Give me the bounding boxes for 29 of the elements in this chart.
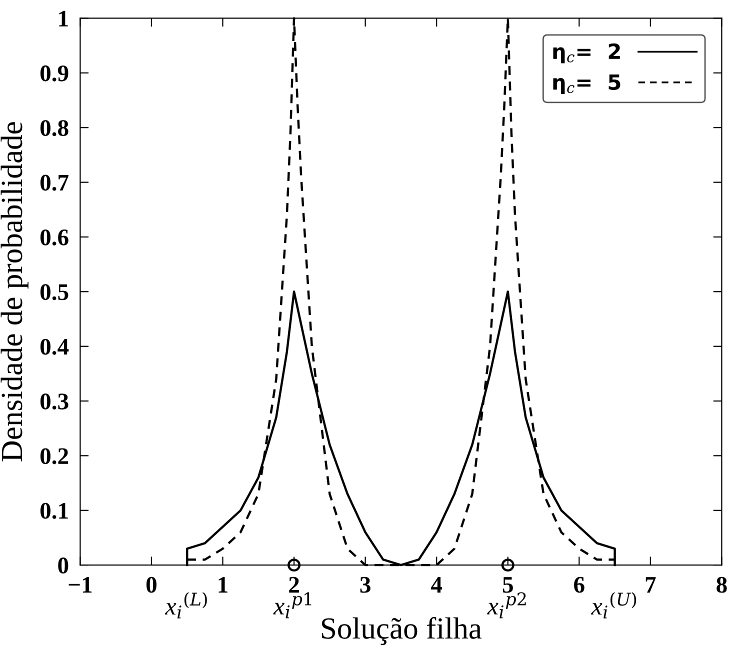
x-tick-label: 3 bbox=[360, 576, 370, 593]
x-tick-label: 0 bbox=[146, 576, 156, 593]
x-tick-label: 5 bbox=[502, 577, 513, 593]
annotation: x$_{i}$$^{(L)}$ bbox=[164, 592, 207, 618]
x-tick-label: −1 bbox=[68, 576, 92, 593]
y-tick-label: 0.6 bbox=[40, 229, 68, 246]
y-tick-label: 0.2 bbox=[40, 448, 68, 464]
y-tick-label: 0.4 bbox=[40, 338, 69, 355]
x-tick-label: 2 bbox=[289, 576, 299, 593]
legend-label: η$_{c}$= 2 bbox=[553, 43, 620, 64]
y-tick-label: 0.1 bbox=[40, 502, 68, 519]
x-tick-label: 8 bbox=[716, 576, 727, 593]
y-tick-label: 0.3 bbox=[40, 394, 68, 410]
y-tick-label: 0.7 bbox=[40, 174, 69, 191]
annotation: x$_{i}$$^{p1}$ bbox=[273, 592, 312, 618]
y-tick-label: 0.8 bbox=[40, 120, 68, 136]
x-tick-label: 6 bbox=[574, 576, 584, 593]
y-tick-label: 0.9 bbox=[40, 65, 68, 82]
annotation: x$_{i}$$^{p2}$ bbox=[487, 592, 526, 618]
annotation: x$_{i}$$^{(U)}$ bbox=[590, 592, 636, 618]
x-axis-title: Solução filha bbox=[322, 617, 482, 646]
x-tick-label: 7 bbox=[646, 577, 656, 593]
y-tick-label: 0.5 bbox=[40, 284, 68, 300]
y-tick-label: 1 bbox=[59, 10, 68, 26]
legend-label: η$_{c}$= 5 bbox=[553, 74, 620, 94]
x-tick-label: 1 bbox=[218, 576, 228, 593]
y-axis-title: Densidade de probabilidade bbox=[0, 122, 28, 462]
x-tick-label: 4 bbox=[431, 577, 442, 593]
y-tick-label: 0 bbox=[58, 558, 68, 574]
